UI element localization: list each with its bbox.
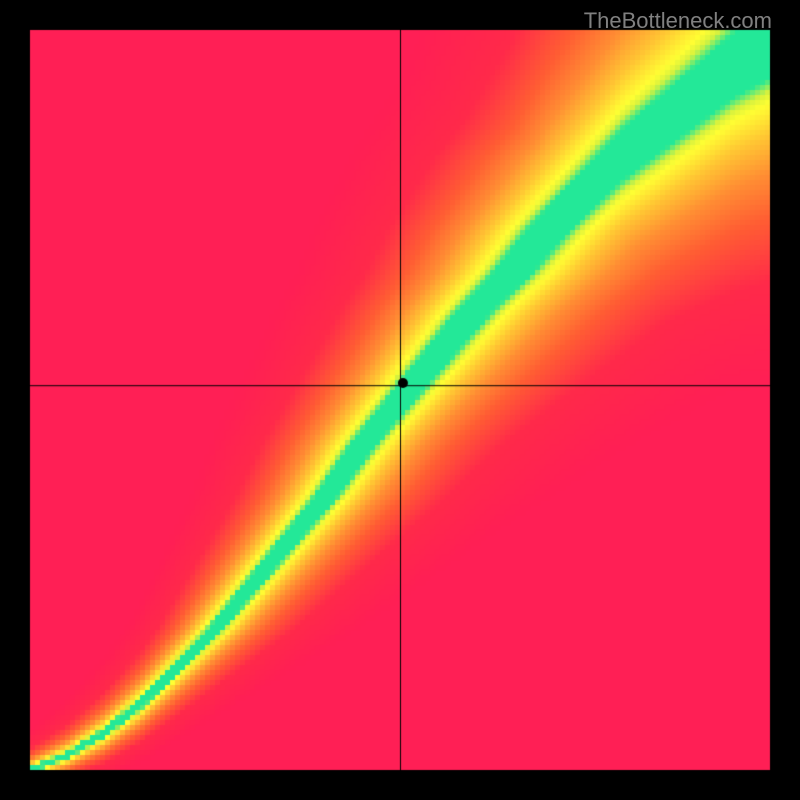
watermark-text: TheBottleneck.com <box>584 8 772 34</box>
heatmap-canvas <box>0 0 800 800</box>
bottleneck-heatmap: TheBottleneck.com <box>0 0 800 800</box>
